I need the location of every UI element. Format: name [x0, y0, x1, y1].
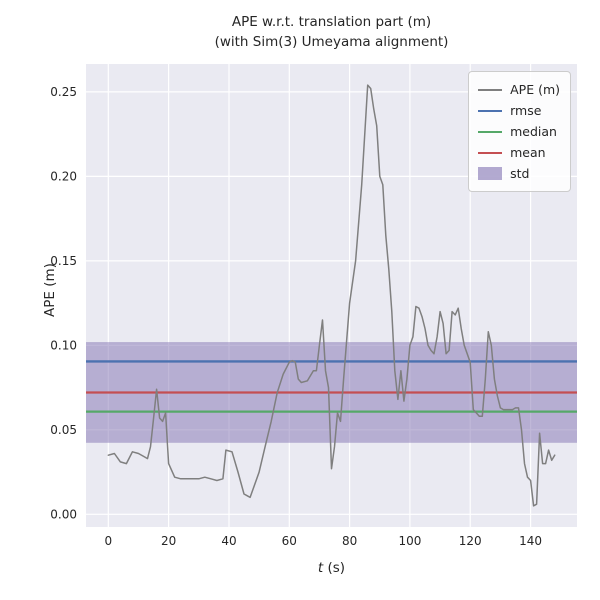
legend-item-mean: mean: [478, 142, 560, 163]
x-axis-label-unit: (s): [323, 560, 346, 576]
y-tick-label: 0.20: [50, 170, 77, 184]
legend-line-swatch: [478, 109, 503, 112]
legend-label: std: [510, 166, 530, 181]
y-tick-label: 0.15: [50, 254, 77, 268]
y-tick-label: 0.05: [50, 423, 77, 437]
legend-line-swatch: [478, 151, 503, 154]
legend-label: APE (m): [510, 82, 560, 97]
x-tick-label: 120: [459, 534, 482, 548]
legend: APE (m) rmse median mean std: [468, 71, 571, 192]
legend-label: mean: [510, 145, 546, 160]
y-tick-label: 0.25: [50, 85, 77, 99]
x-tick-label: 140: [519, 534, 542, 548]
ape-series-line: [107, 84, 556, 507]
y-tick-label: 0.00: [50, 508, 77, 522]
x-axis-label: t (s): [86, 560, 577, 576]
y-axis-label: APE (m): [42, 263, 58, 317]
legend-label: median: [510, 124, 557, 139]
x-tick-label: 0: [104, 534, 112, 548]
x-tick-label: 40: [221, 534, 236, 548]
legend-line-swatch: [478, 130, 503, 133]
legend-item-std: std: [478, 163, 560, 184]
x-tick-label: 60: [282, 534, 297, 548]
x-tick-label: 20: [161, 534, 176, 548]
x-axis-label-variable: t: [317, 560, 324, 576]
y-tick-label: 0.10: [50, 339, 77, 353]
legend-line-swatch: [478, 88, 503, 91]
x-tick-label: 100: [398, 534, 421, 548]
legend-label: rmse: [510, 103, 542, 118]
x-tick-label: 80: [342, 534, 357, 548]
chart-title: APE w.r.t. translation part (m) (with Si…: [86, 12, 577, 52]
chart-title-line-2: (with Sim(3) Umeyama alignment): [214, 34, 449, 50]
legend-item-median: median: [478, 121, 560, 142]
legend-item-rmse: rmse: [478, 100, 560, 121]
chart-title-line-1: APE w.r.t. translation part (m): [231, 14, 432, 30]
legend-item-ape-m-: APE (m): [478, 79, 560, 100]
legend-patch-swatch: [478, 167, 503, 180]
